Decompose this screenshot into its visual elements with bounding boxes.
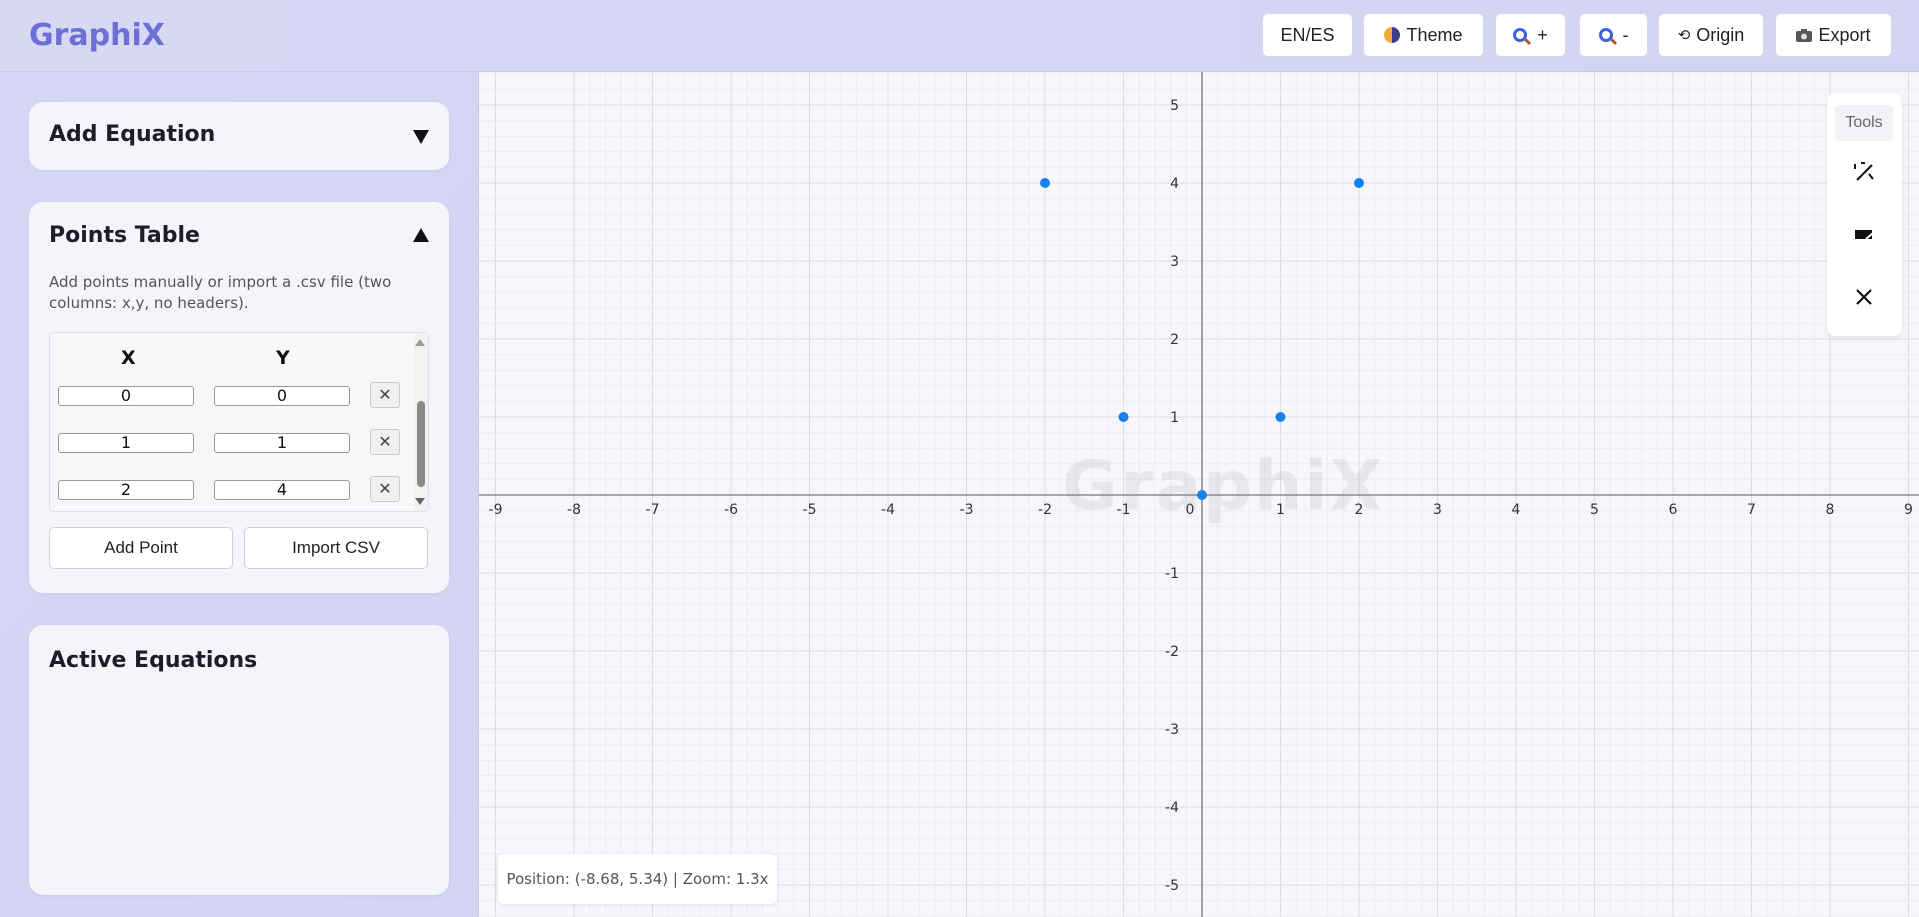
y-tick-label: -5 bbox=[1165, 878, 1179, 894]
table-scrollbar[interactable] bbox=[414, 333, 428, 511]
export-button[interactable]: Export bbox=[1775, 13, 1892, 57]
x-tick-label: 2 bbox=[1355, 502, 1364, 518]
y-tick-label: 3 bbox=[1170, 254, 1179, 270]
sidebar: Add Equation Points Table Add points man… bbox=[0, 72, 478, 917]
y-input[interactable]: 0 bbox=[214, 386, 350, 406]
active-equations-panel: Active Equations bbox=[29, 625, 449, 895]
x-tick-label: -7 bbox=[646, 502, 660, 518]
theme-label: Theme bbox=[1406, 24, 1463, 45]
y-tick-label: -1 bbox=[1165, 566, 1179, 582]
y-tick-label: -3 bbox=[1165, 722, 1179, 738]
import-csv-button[interactable]: Import CSV bbox=[244, 527, 428, 569]
x-input[interactable]: 1 bbox=[58, 433, 194, 453]
zoom-in-label: + bbox=[1537, 24, 1548, 45]
y-tick-label: 2 bbox=[1170, 332, 1179, 348]
watermark: GraphiX bbox=[1062, 447, 1385, 526]
data-point bbox=[1197, 490, 1207, 500]
y-tick-label: -2 bbox=[1165, 644, 1179, 660]
magnifier-icon bbox=[1598, 28, 1613, 42]
x-tick-label: 9 bbox=[1904, 502, 1913, 518]
scroll-up-arrow-icon[interactable] bbox=[415, 339, 425, 346]
delete-row-button[interactable]: ✕ bbox=[370, 476, 400, 502]
origin-label: Origin bbox=[1696, 24, 1745, 45]
x-tick-label: -6 bbox=[724, 502, 738, 518]
x-tick-label: -5 bbox=[803, 502, 817, 518]
tools-panel: Tools bbox=[1827, 93, 1902, 336]
data-point bbox=[1040, 178, 1050, 188]
zoom-out-button[interactable]: - bbox=[1579, 13, 1648, 57]
data-point bbox=[1354, 178, 1364, 188]
coordinate-plane[interactable]: -9 -8 -7 -6 -5 -4 -3 -2 -1 0 1 2 3 4 5 6 7 8 9 5 4 3 2 1 -1 -2 -3 -… bbox=[479, 72, 1919, 917]
graph-canvas[interactable]: -9 -8 -7 -6 -5 -4 -3 -2 -1 0 1 2 3 4 5 6 7 8 9 5 4 3 2 1 -1 -2 -3 -… bbox=[478, 72, 1919, 917]
y-input[interactable]: 1 bbox=[214, 433, 350, 453]
camera-icon bbox=[1796, 28, 1813, 42]
status-bar: Position: (-8.68, 5.34) | Zoom: 1.3x bbox=[498, 854, 777, 904]
magic-line-icon bbox=[1854, 162, 1874, 181]
x-tick-label: 8 bbox=[1826, 502, 1835, 518]
clear-tool-button[interactable] bbox=[1845, 278, 1883, 316]
theme-button[interactable]: Theme bbox=[1363, 13, 1484, 57]
active-equations-title: Active Equations bbox=[49, 648, 258, 673]
tools-label: Tools bbox=[1835, 105, 1893, 141]
delete-row-button[interactable]: ✕ bbox=[370, 429, 400, 455]
data-point bbox=[1275, 412, 1286, 422]
y-tick-label: -4 bbox=[1165, 800, 1179, 816]
close-icon: ✕ bbox=[378, 434, 392, 451]
eraser-tool-button[interactable] bbox=[1845, 215, 1883, 253]
x-tick-label: 5 bbox=[1590, 502, 1599, 518]
x-tick-label: -9 bbox=[489, 502, 503, 518]
magnifier-icon bbox=[1513, 28, 1528, 42]
origin-button[interactable]: ⟲ Origin bbox=[1658, 13, 1764, 57]
x-input[interactable]: 0 bbox=[58, 386, 194, 406]
top-bar: GraphiX EN/ES Theme + - ⟲ Origin Export bbox=[0, 0, 1919, 72]
language-toggle-button[interactable]: EN/ES bbox=[1262, 13, 1353, 57]
eraser-icon bbox=[1855, 230, 1874, 240]
delete-row-button[interactable]: ✕ bbox=[370, 382, 400, 408]
points-table: X Y 0 0 ✕ 1 1 ✕ 2 4 ✕ bbox=[49, 332, 429, 512]
y-tick-label: 5 bbox=[1170, 98, 1179, 114]
points-table-panel: Points Table Add points manually or impo… bbox=[29, 202, 449, 593]
x-input[interactable]: 2 bbox=[58, 480, 194, 500]
scroll-down-arrow-icon[interactable] bbox=[415, 498, 425, 505]
x-tick-label: -4 bbox=[881, 502, 895, 518]
x-tick-label: -3 bbox=[960, 502, 974, 518]
add-equation-title: Add Equation bbox=[49, 122, 216, 147]
zoom-out-label: - bbox=[1622, 24, 1629, 45]
column-header-x: X bbox=[121, 347, 136, 369]
x-tick-label: -2 bbox=[1038, 502, 1052, 518]
x-tick-label: 1 bbox=[1276, 502, 1285, 518]
close-icon: ✕ bbox=[378, 481, 392, 498]
points-table-title: Points Table bbox=[49, 223, 200, 248]
add-point-button[interactable]: Add Point bbox=[49, 527, 233, 569]
close-icon: ✕ bbox=[378, 387, 392, 404]
app-logo: GraphiX bbox=[29, 18, 165, 53]
export-label: Export bbox=[1818, 24, 1871, 45]
theme-icon bbox=[1384, 27, 1401, 43]
reset-icon: ⟲ bbox=[1677, 27, 1691, 44]
language-toggle-label: EN/ES bbox=[1280, 24, 1335, 45]
data-point bbox=[1118, 412, 1129, 422]
add-equation-panel[interactable]: Add Equation bbox=[29, 102, 449, 170]
close-icon bbox=[1856, 289, 1872, 305]
chevron-up-icon[interactable] bbox=[413, 228, 429, 242]
column-header-y: Y bbox=[276, 347, 290, 369]
zoom-in-button[interactable]: + bbox=[1495, 13, 1566, 57]
y-tick-label: 1 bbox=[1170, 410, 1179, 426]
x-tick-label: 0 bbox=[1186, 502, 1195, 518]
x-tick-label: 7 bbox=[1747, 502, 1756, 518]
y-tick-label: 4 bbox=[1170, 176, 1179, 192]
x-tick-label: -1 bbox=[1117, 502, 1131, 518]
y-input[interactable]: 4 bbox=[214, 480, 350, 500]
x-tick-label: 6 bbox=[1669, 502, 1678, 518]
draw-line-tool-button[interactable] bbox=[1845, 153, 1883, 191]
points-table-description: Add points manually or import a .csv fil… bbox=[49, 273, 392, 312]
x-tick-label: 3 bbox=[1433, 502, 1442, 518]
x-tick-label: 4 bbox=[1512, 502, 1521, 518]
scroll-thumb[interactable] bbox=[417, 401, 425, 487]
chevron-down-icon[interactable] bbox=[413, 130, 429, 144]
x-tick-label: -8 bbox=[567, 502, 581, 518]
